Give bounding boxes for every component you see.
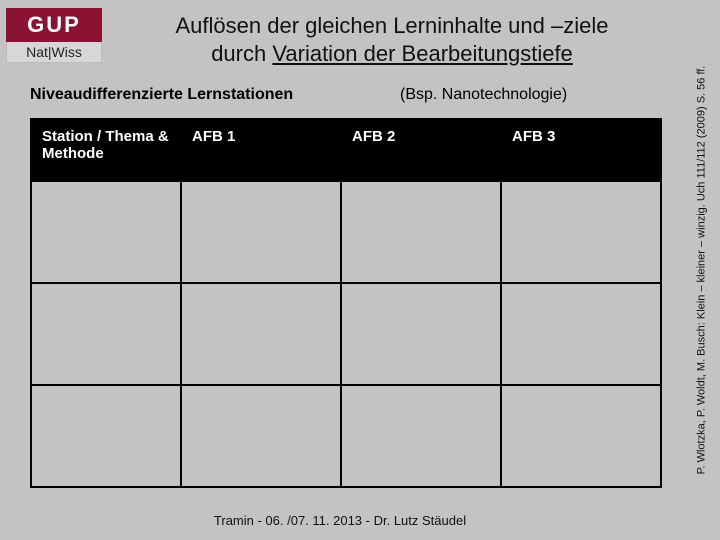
stations-table: Station / Thema & Methode AFB 1 AFB 2 AF… — [30, 118, 662, 488]
citation: P. Wlotzka, P. Woldt, M. Busch: Klein – … — [690, 0, 712, 540]
table-cell — [341, 385, 501, 487]
slide-title: Auflösen der gleichen Lerninhalte und –z… — [112, 12, 672, 67]
logo: GUP Nat|Wiss — [6, 8, 102, 63]
col-header-1: AFB 1 — [181, 119, 341, 181]
logo-top: GUP — [6, 8, 102, 42]
citation-text: P. Wlotzka, P. Woldt, M. Busch: Klein – … — [695, 66, 707, 475]
title-line1: Auflösen der gleichen Lerninhalte und –z… — [176, 13, 609, 38]
table-row — [31, 181, 661, 283]
table-row — [31, 283, 661, 385]
table-cell — [501, 385, 661, 487]
table-cell — [31, 385, 181, 487]
table-cell — [181, 385, 341, 487]
slide: GUP Nat|Wiss Auflösen der gleichen Lerni… — [0, 0, 720, 540]
table-row — [31, 385, 661, 487]
title-line2-prefix: durch — [211, 41, 272, 66]
table-cell — [341, 283, 501, 385]
col-header-0: Station / Thema & Methode — [31, 119, 181, 181]
col-header-3: AFB 3 — [501, 119, 661, 181]
logo-bottom: Nat|Wiss — [6, 42, 102, 63]
table-cell — [31, 283, 181, 385]
example-text: (Bsp. Nanotechnologie) — [400, 86, 567, 104]
col-header-2: AFB 2 — [341, 119, 501, 181]
table-cell — [181, 283, 341, 385]
title-line2-underlined: Variation der Bearbeitungstiefe — [272, 41, 572, 66]
table-cell — [181, 181, 341, 283]
subheading: Niveaudifferenzierte Lernstationen — [30, 86, 293, 104]
table-header-row: Station / Thema & Methode AFB 1 AFB 2 AF… — [31, 119, 661, 181]
table-cell — [341, 181, 501, 283]
table-cell — [501, 283, 661, 385]
table-cell — [501, 181, 661, 283]
table-cell — [31, 181, 181, 283]
footer: Tramin - 06. /07. 11. 2013 - Dr. Lutz St… — [0, 513, 680, 528]
